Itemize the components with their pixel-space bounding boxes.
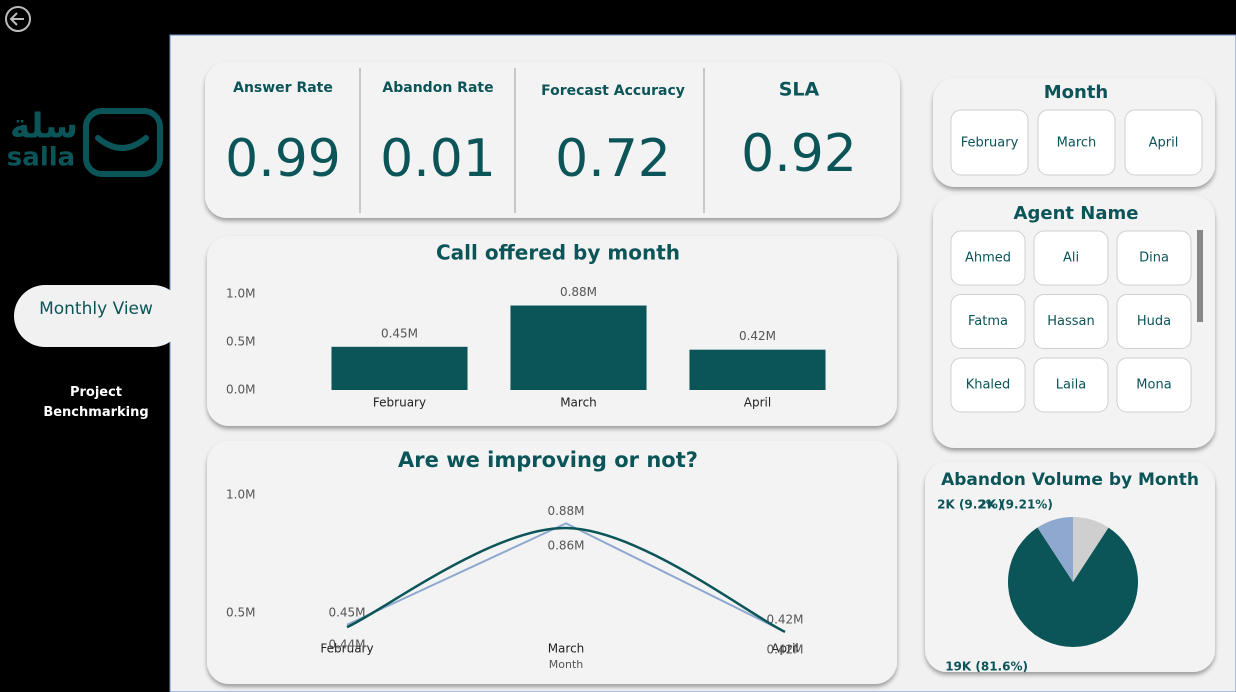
slicer-title: Month bbox=[1044, 82, 1109, 103]
line-card bbox=[207, 441, 897, 684]
pie-slice bbox=[1073, 517, 1109, 582]
slicer-item[interactable]: March bbox=[1057, 136, 1097, 151]
kpi-value: 0.72 bbox=[555, 129, 671, 189]
slicer-button[interactable] bbox=[1116, 294, 1192, 349]
x-tick-label: March bbox=[548, 642, 585, 656]
slicer-item[interactable]: Fatma bbox=[968, 314, 1008, 329]
kpi-label: SLA bbox=[779, 79, 820, 101]
slicer-button[interactable] bbox=[1116, 230, 1192, 286]
slicer-item[interactable]: Hassan bbox=[1047, 314, 1095, 329]
data-label: 0.45M bbox=[328, 605, 365, 619]
data-label: 0.44M bbox=[328, 638, 365, 652]
data-label: 0.86M bbox=[547, 539, 584, 553]
data-label: 0.42M bbox=[739, 329, 776, 343]
slicer-item[interactable]: Ali bbox=[1063, 251, 1079, 266]
data-label: 0.88M bbox=[560, 285, 597, 299]
slicer-item[interactable]: Ahmed bbox=[965, 251, 1011, 266]
kpi-value: 0.01 bbox=[380, 129, 496, 189]
chart-title: Abandon Volume by Month bbox=[941, 470, 1199, 490]
data-label: 2K (9.2%) bbox=[937, 498, 1003, 512]
slicer-item[interactable]: Huda bbox=[1137, 314, 1171, 329]
slicer-button[interactable] bbox=[950, 230, 1026, 286]
slicer-button[interactable] bbox=[1033, 357, 1109, 413]
pie-slice bbox=[1008, 527, 1139, 647]
x-tick-label: April bbox=[744, 396, 771, 410]
kpi-label: Answer Rate bbox=[233, 80, 333, 96]
y-tick-label: 1.0M bbox=[226, 287, 255, 301]
y-tick-label: 0.5M bbox=[226, 335, 255, 349]
x-tick-label: March bbox=[560, 396, 597, 410]
logo-smile bbox=[95, 135, 149, 151]
slicer-item[interactable]: Mona bbox=[1136, 378, 1171, 393]
bar bbox=[689, 349, 826, 390]
data-label: 19K (81.6%) bbox=[945, 660, 1028, 674]
slicer-button[interactable] bbox=[950, 357, 1026, 413]
slicer-button[interactable] bbox=[1124, 109, 1203, 176]
scrollbar[interactable] bbox=[1197, 230, 1203, 322]
data-label: 2K (9.21%) bbox=[978, 498, 1052, 512]
slicer-item[interactable]: Dina bbox=[1139, 251, 1169, 266]
slicer-item[interactable]: April bbox=[1149, 136, 1179, 151]
slicer-button[interactable] bbox=[1037, 109, 1116, 176]
slicer-button[interactable] bbox=[1116, 357, 1192, 413]
x-tick-label: April bbox=[771, 642, 798, 656]
y-tick-label: 1.0M bbox=[226, 488, 255, 502]
logo-icon bbox=[83, 108, 163, 177]
data-label: 0.45M bbox=[381, 326, 418, 340]
slicer-item[interactable]: Khaled bbox=[966, 378, 1011, 393]
data-label: 0.42M bbox=[766, 642, 803, 656]
slicer-button[interactable] bbox=[950, 294, 1026, 349]
kpi-value: 0.99 bbox=[225, 129, 341, 189]
y-tick-label: 0.5M bbox=[226, 606, 255, 620]
y-tick-label: 0.0M bbox=[226, 383, 255, 397]
slicer-button[interactable] bbox=[1033, 294, 1109, 349]
logo-latin: salla bbox=[7, 143, 75, 173]
slicer-button[interactable] bbox=[1033, 230, 1109, 286]
bar bbox=[331, 346, 468, 390]
data-label: 0.42M bbox=[766, 612, 803, 626]
kpi-card bbox=[205, 62, 900, 218]
kpi-label: Forecast Accuracy bbox=[541, 83, 685, 99]
logo-arabic: سلة bbox=[10, 107, 78, 147]
nav-active-bg[interactable] bbox=[14, 285, 184, 347]
slicer-item[interactable]: February bbox=[961, 136, 1019, 151]
slicer-item[interactable]: Laila bbox=[1056, 378, 1086, 393]
line-series bbox=[346, 526, 786, 634]
back-button[interactable] bbox=[5, 6, 31, 32]
nav-project-benchmarking[interactable]: Project Benchmarking bbox=[43, 385, 148, 420]
line-series bbox=[346, 522, 786, 633]
slicer-button[interactable] bbox=[950, 109, 1029, 176]
bar bbox=[510, 305, 647, 390]
kpi-dividers bbox=[359, 68, 705, 213]
nav-monthly-view[interactable]: Monthly View bbox=[39, 299, 153, 319]
kpi-value: 0.92 bbox=[741, 124, 857, 184]
kpi-label: Abandon Rate bbox=[382, 80, 493, 96]
pie-slice bbox=[1037, 517, 1073, 582]
data-label: 0.88M bbox=[547, 504, 584, 518]
x-axis-label: Month bbox=[549, 658, 584, 671]
x-tick-label: February bbox=[320, 642, 373, 656]
chart-title: Are we improving or not? bbox=[398, 448, 698, 472]
x-tick-label: February bbox=[373, 396, 426, 410]
chart-title: Call offered by month bbox=[436, 241, 680, 265]
slicer-title: Agent Name bbox=[1014, 203, 1139, 224]
